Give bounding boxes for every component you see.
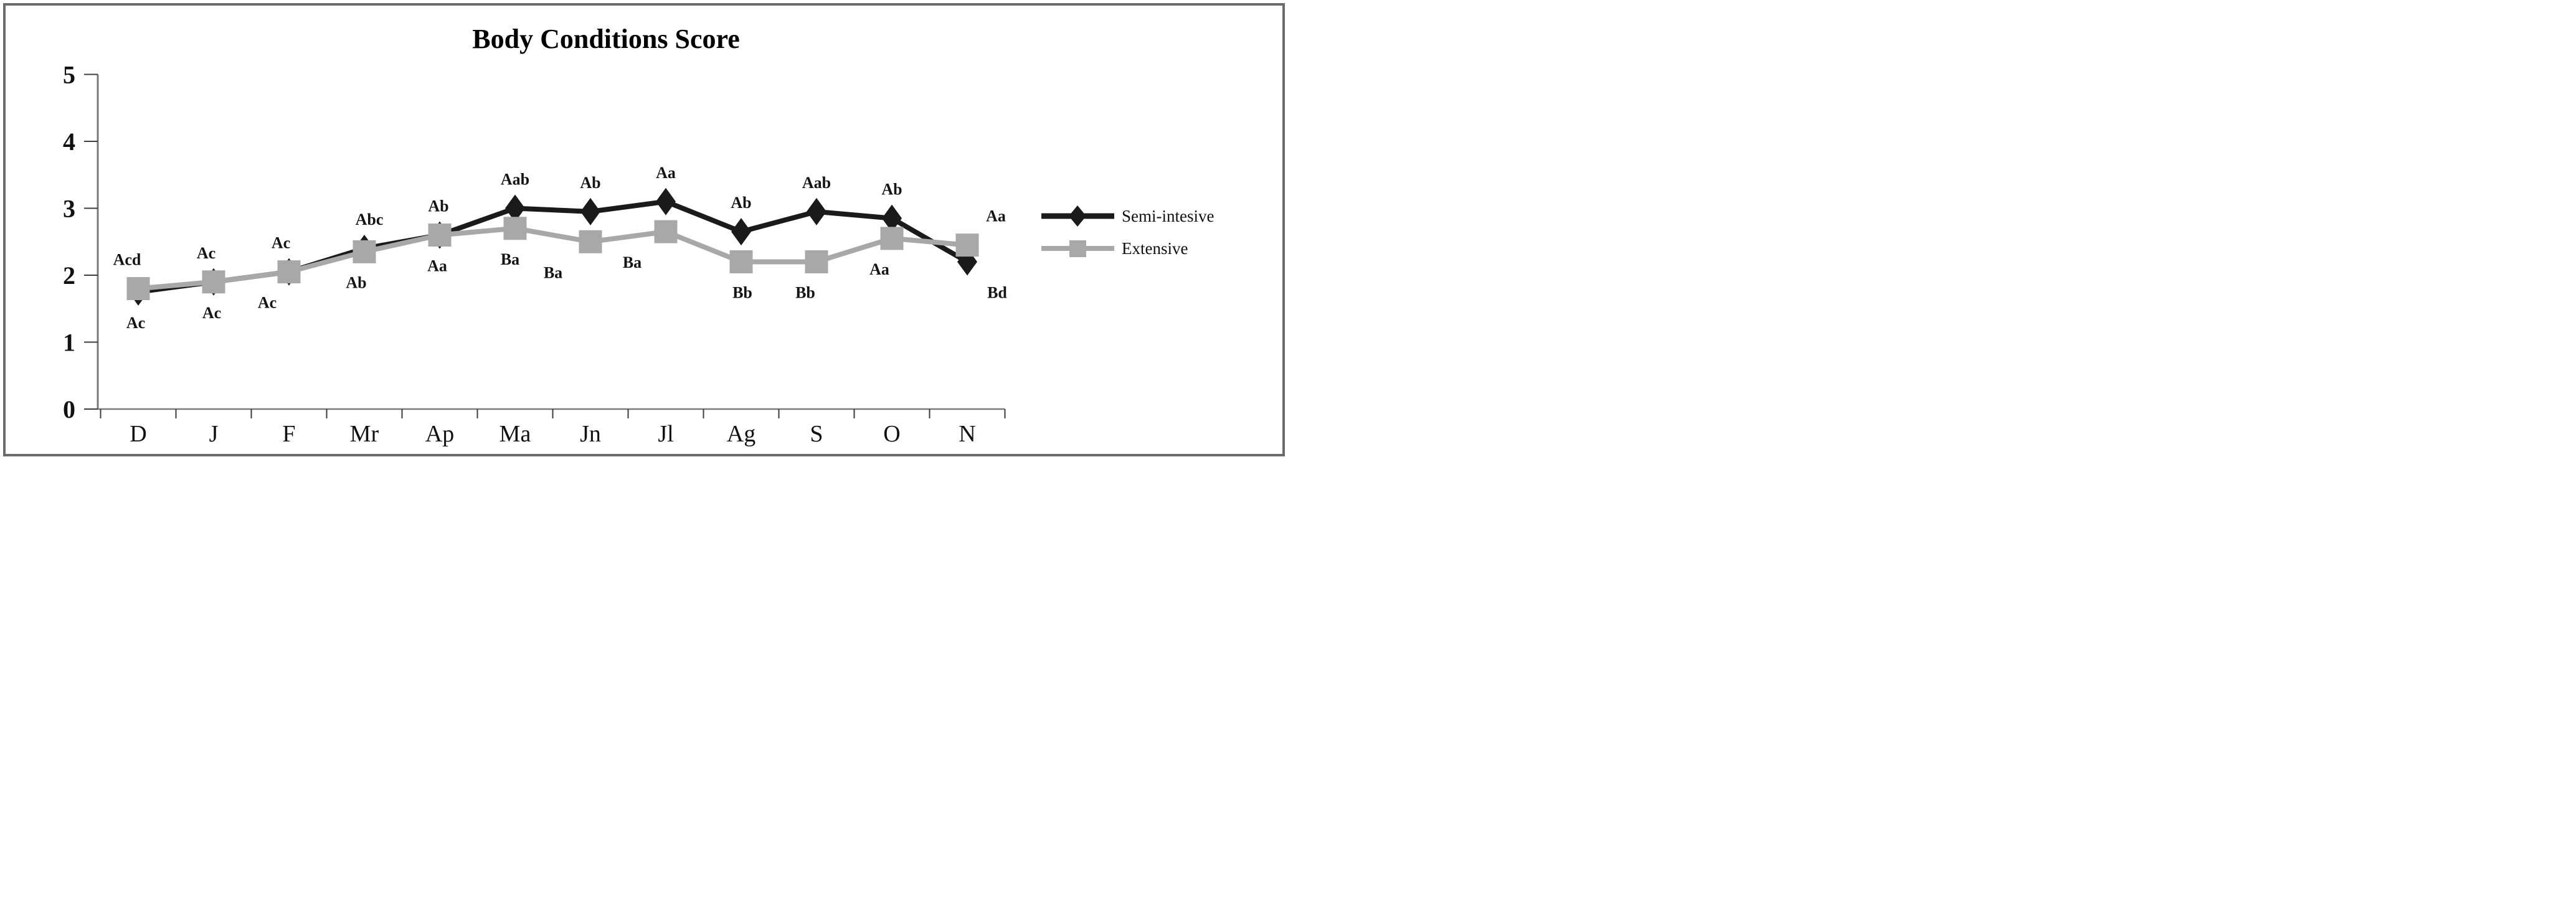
point-label-above: Acd [113,251,141,269]
point-label-below: Aa [427,257,447,275]
y-tick-label: 0 [63,395,75,423]
square-marker-icon [353,240,376,263]
point-label-above: Aa [656,164,676,182]
x-tick-label: D [130,421,146,447]
point-label-below: Aa [869,260,889,278]
chart-figure: Body Conditions Score 0 1 2 3 4 5 D J F Mr Ap Ma Jn J… [3,3,1285,456]
legend-label-extensive: Extensive [1122,238,1188,258]
point-label-below: Ba [501,250,519,268]
point-label-below: Ba [623,253,642,271]
square-marker-icon [277,260,301,284]
point-label-below: Ac [126,314,145,332]
point-label-above: Aab [802,174,831,192]
square-marker-icon [805,250,828,273]
legend-item-extensive: Extensive [1039,236,1214,261]
point-label-above: Aab [501,171,529,189]
point-label-above: Ac [197,244,215,262]
point-label-above: Abc [356,210,384,229]
legend-swatch-square-icon [1041,240,1114,257]
point-label-below: Bb [732,284,752,302]
point-label-below: Bb [795,284,815,302]
diamond-marker-icon [580,197,600,225]
legend-square-marker-icon [1069,240,1086,257]
point-label-below: Ac [202,304,221,322]
x-tick-label: F [282,421,295,447]
square-marker-icon [729,250,753,273]
point-label-above: Ab [428,197,448,215]
plot-area: 0 1 2 3 4 5 D J F Mr Ap Ma Jn Jl Ag S O N Acd Ac Ac Ac Ac Ac Abc… [63,61,1007,448]
legend-swatch-diamond-icon [1041,205,1114,227]
point-label-above: Ac [272,234,290,252]
square-marker-icon [503,217,527,240]
square-marker-icon [202,270,225,294]
x-tick-label: J [209,421,219,447]
y-tick-label: 1 [63,329,75,357]
x-tick-label: Jl [658,421,673,447]
chart-title: Body Conditions Score [472,24,740,54]
x-tick-label: Ma [500,421,531,447]
x-tick-label: Mr [350,421,379,447]
point-label-above: Ab [881,181,902,199]
y-tick-label: 4 [63,128,75,156]
y-tick-label: 3 [63,195,75,223]
square-marker-icon [126,277,150,300]
point-label-below: Bd [987,284,1007,302]
x-tick-label: Jn [580,421,601,447]
y-tick-label: 5 [63,61,75,89]
legend-label-semi-intesive: Semi-intesive [1122,206,1215,225]
point-label-below: Ac [258,294,277,312]
square-marker-icon [880,227,904,250]
x-tick-label: O [883,421,900,447]
legend: Semi-intesive Extensive [1039,204,1214,261]
square-marker-icon [579,230,602,253]
point-label-below: Ba [544,263,562,281]
point-label-below: Ab [346,273,366,291]
point-label-above: Ab [731,194,751,212]
point-label-above: Aa [986,207,1006,225]
legend-item-semi-intesive: Semi-intesive [1039,204,1214,229]
point-label-above: Ab [580,174,600,192]
y-tick-label: 2 [63,262,75,290]
diamond-marker-icon [656,187,676,215]
diamond-marker-icon [731,218,751,246]
x-tick-label: Ap [425,421,454,447]
diamond-marker-icon [882,204,902,232]
diamond-marker-icon [807,197,826,225]
square-marker-icon [654,220,678,243]
square-marker-icon [428,224,452,247]
x-tick-label: S [810,421,823,447]
x-tick-label: N [959,421,975,447]
square-marker-icon [955,233,979,257]
x-tick-label: Ag [727,421,755,447]
series-line-extensive [138,225,968,291]
legend-diamond-marker-icon [1069,205,1086,227]
diamond-marker-icon [505,194,525,222]
